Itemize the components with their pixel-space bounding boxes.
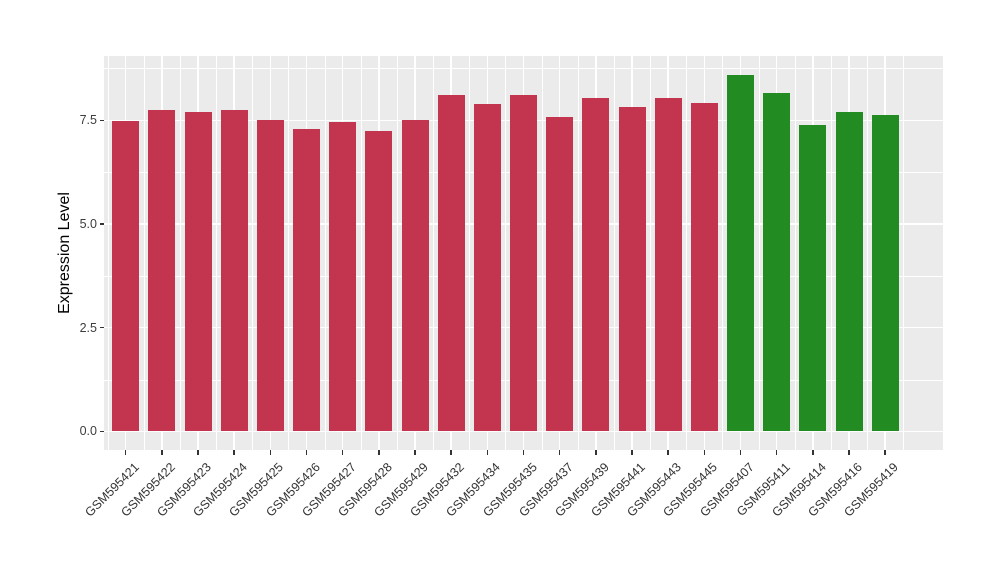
- bar: [799, 124, 827, 432]
- gridline-minor-vertical: [505, 56, 507, 450]
- gridline-minor-vertical: [469, 56, 471, 450]
- x-tick-mark: [631, 450, 633, 455]
- x-tick-mark: [124, 450, 127, 455]
- bar: [654, 97, 682, 432]
- x-tick-mark: [197, 450, 199, 455]
- gridline-minor-vertical: [650, 56, 651, 450]
- gridline-minor-vertical: [252, 56, 254, 450]
- gridline-minor-vertical: [360, 56, 362, 450]
- gridline-minor-vertical: [830, 56, 832, 450]
- y-tick-mark: [100, 326, 104, 329]
- x-tick-mark: [486, 450, 489, 455]
- y-tick-label: 2.5: [79, 320, 97, 335]
- bar: [148, 109, 176, 432]
- x-tick-mark: [775, 450, 778, 455]
- bar: [184, 112, 212, 432]
- bar: [293, 128, 320, 432]
- x-tick-mark: [522, 450, 525, 455]
- x-tick-mark: [414, 450, 416, 455]
- bar: [112, 121, 140, 432]
- bar: [220, 110, 248, 432]
- gridline-minor-vertical: [686, 56, 687, 450]
- x-tick-mark: [378, 450, 380, 455]
- bar: [763, 92, 791, 432]
- y-tick-label: 5.0: [79, 217, 97, 231]
- x-tick-mark: [884, 450, 886, 455]
- gridline-minor-vertical: [577, 56, 579, 450]
- gridline-minor-vertical: [179, 56, 181, 450]
- gridline-minor-vertical: [143, 56, 145, 450]
- y-tick-mark: [100, 119, 104, 122]
- x-tick-mark: [595, 450, 597, 455]
- x-tick-mark: [848, 450, 850, 455]
- y-tick-mark: [100, 223, 104, 225]
- bar: [835, 111, 863, 432]
- x-tick-mark: [450, 450, 452, 455]
- gridline-minor-vertical: [107, 56, 109, 450]
- bar: [510, 95, 537, 432]
- bar: [690, 102, 718, 432]
- gridline-minor-vertical: [324, 56, 326, 450]
- gridline-minor-vertical: [433, 56, 434, 450]
- x-tick-mark: [667, 450, 669, 455]
- bar: [256, 120, 284, 432]
- x-tick-mark: [703, 450, 706, 455]
- x-tick-mark: [233, 450, 235, 455]
- y-tick-label: 0.0: [79, 424, 97, 439]
- gridline-minor-vertical: [758, 56, 760, 450]
- x-tick-mark: [305, 450, 308, 455]
- gridline-minor-vertical: [867, 56, 868, 450]
- gridline-minor-vertical: [541, 56, 543, 450]
- x-tick-mark: [558, 450, 561, 455]
- gridline-minor-vertical: [396, 56, 398, 450]
- y-tick-label: 7.5: [79, 113, 97, 128]
- bar: [401, 120, 429, 432]
- x-tick-mark: [739, 450, 742, 455]
- x-tick-mark: [341, 450, 344, 455]
- gridline-minor-vertical: [613, 56, 615, 450]
- bar: [473, 103, 501, 432]
- plot-area: [104, 56, 943, 450]
- gridline-minor-vertical: [903, 56, 904, 450]
- bar: [618, 107, 646, 432]
- gridline-minor-vertical: [722, 56, 724, 450]
- gridline-minor-vertical: [216, 56, 217, 450]
- x-tick-mark: [161, 450, 163, 455]
- gridline-minor-vertical: [794, 56, 796, 450]
- x-tick-mark: [812, 450, 814, 455]
- x-tick-mark: [269, 450, 272, 455]
- bar: [546, 116, 574, 432]
- bar: [871, 114, 899, 432]
- gridline-minor-vertical: [288, 56, 290, 450]
- y-axis-title: Expression Level: [56, 192, 73, 314]
- bar: [329, 122, 357, 432]
- y-tick-mark: [100, 430, 104, 433]
- bar: [365, 131, 393, 432]
- gridline-minor-horizontal: [104, 68, 943, 70]
- bar: [582, 97, 610, 432]
- bar: [727, 74, 754, 432]
- bar: [437, 95, 465, 432]
- gridline-major-horizontal: [104, 430, 943, 433]
